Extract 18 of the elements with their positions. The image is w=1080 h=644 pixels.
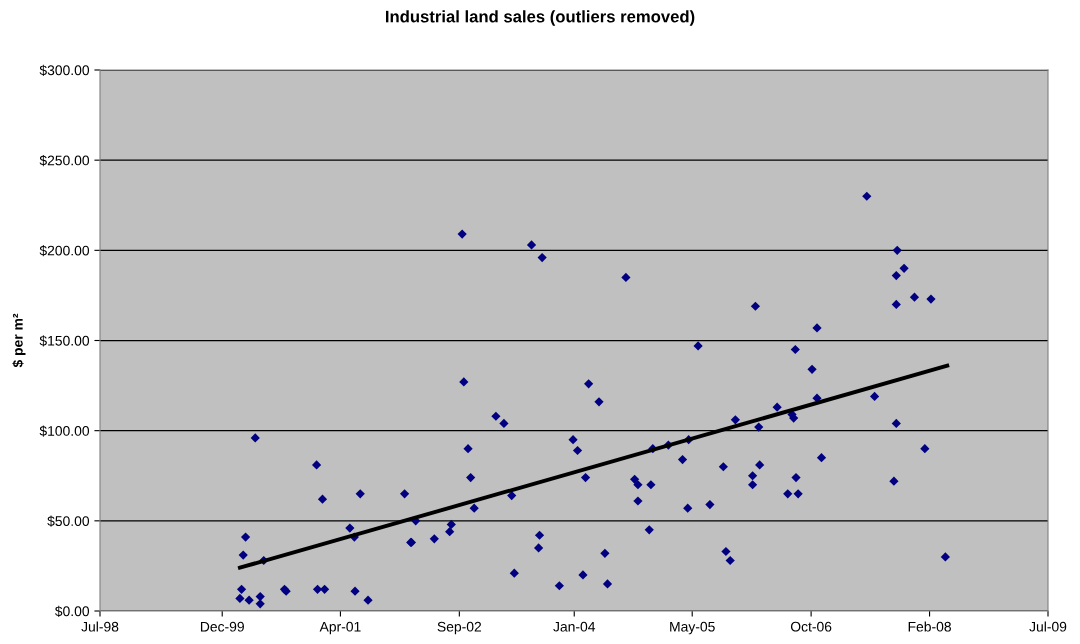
- x-tick-label: May-05: [670, 621, 715, 635]
- y-tick-label: $0.00: [54, 605, 90, 617]
- x-tick-label: Feb-08: [908, 621, 951, 632]
- x-tick-label: Apr-01: [319, 621, 361, 635]
- y-axis-title: $ per m²: [12, 313, 26, 368]
- x-tick-label: Sep-02: [437, 621, 482, 635]
- x-tick-label: Oct-06: [790, 621, 832, 632]
- y-tick-label: $200.00: [39, 245, 90, 257]
- x-tick-label: Jan-04: [553, 621, 596, 632]
- y-tick-label: $50.00: [47, 515, 90, 527]
- y-tick-label: $300.00: [39, 64, 90, 76]
- x-tick-label: Jul-09: [1029, 621, 1067, 632]
- y-tick-label: $250.00: [39, 154, 90, 167]
- chart-title: Industrial land sales (outliers removed): [385, 10, 695, 26]
- x-tick-label: Dec-99: [200, 621, 244, 632]
- x-tick-label: Jul-98: [81, 621, 119, 632]
- y-tick-label: $100.00: [39, 425, 90, 437]
- y-tick-label: $150.00: [39, 335, 90, 347]
